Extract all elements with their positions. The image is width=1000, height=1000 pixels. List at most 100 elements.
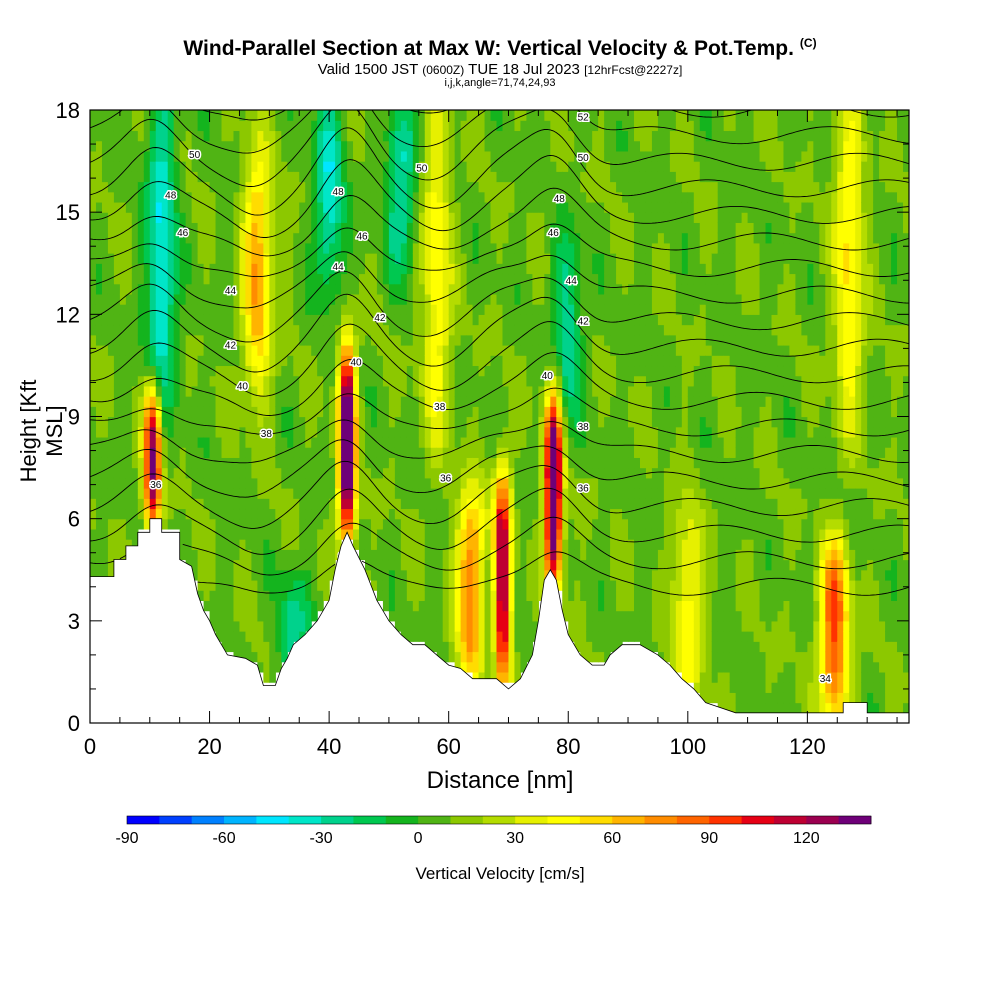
w-cell xyxy=(197,232,205,244)
w-cell xyxy=(484,212,492,223)
w-cell xyxy=(472,212,480,223)
w-cell xyxy=(556,477,563,489)
w-cell xyxy=(442,600,450,612)
w-cell xyxy=(275,426,282,438)
w-cell xyxy=(657,600,665,612)
w-cell xyxy=(532,416,539,428)
w-cell xyxy=(669,191,677,203)
w-cell xyxy=(323,161,330,172)
w-cell xyxy=(628,498,635,510)
w-cell xyxy=(305,579,312,591)
w-cell xyxy=(436,539,444,550)
w-cell xyxy=(508,365,516,377)
w-cell xyxy=(532,181,539,193)
w-cell xyxy=(239,201,247,213)
w-cell xyxy=(281,273,288,285)
w-cell xyxy=(353,355,360,367)
w-cell xyxy=(484,631,492,642)
w-cell xyxy=(526,273,533,285)
w-cell xyxy=(305,375,312,387)
w-cell xyxy=(233,130,241,142)
w-cell xyxy=(317,416,324,428)
w-cell xyxy=(454,406,462,418)
w-cell xyxy=(460,222,468,234)
w-cell xyxy=(293,406,300,418)
w-cell xyxy=(544,201,551,213)
w-cell xyxy=(574,304,581,315)
w-cell xyxy=(341,253,348,264)
w-cell xyxy=(544,518,551,530)
w-cell xyxy=(185,385,193,397)
w-cell xyxy=(233,406,241,418)
w-cell xyxy=(472,477,480,489)
w-cell xyxy=(496,375,504,387)
w-cell xyxy=(370,457,378,469)
w-cell xyxy=(424,263,432,275)
w-cell xyxy=(556,406,563,418)
w-cell xyxy=(364,498,372,510)
w-cell xyxy=(538,140,545,152)
w-cell xyxy=(669,549,677,561)
w-cell xyxy=(209,365,217,377)
w-cell xyxy=(239,579,247,591)
w-cell xyxy=(173,385,181,397)
w-cell xyxy=(167,283,175,295)
w-cell xyxy=(137,181,145,193)
w-cell xyxy=(329,283,336,295)
w-cell xyxy=(496,549,504,561)
w-cell xyxy=(143,436,151,448)
w-cell xyxy=(275,498,282,510)
w-cell xyxy=(424,396,432,407)
w-cell xyxy=(550,253,557,264)
w-cell xyxy=(466,569,474,581)
w-cell xyxy=(239,273,247,285)
w-cell xyxy=(263,171,270,183)
w-cell xyxy=(233,161,241,172)
w-cell xyxy=(544,436,551,448)
w-cell xyxy=(544,559,551,571)
w-cell xyxy=(257,406,264,418)
w-cell xyxy=(490,590,498,601)
w-cell xyxy=(263,600,270,612)
w-cell xyxy=(107,406,115,418)
w-cell xyxy=(239,110,247,121)
w-cell xyxy=(275,232,282,244)
w-cell xyxy=(299,130,306,142)
w-cell xyxy=(347,263,354,275)
w-cell xyxy=(424,273,432,285)
w-cell xyxy=(275,344,282,356)
w-cell xyxy=(257,314,264,326)
w-cell xyxy=(562,375,569,387)
w-cell xyxy=(634,610,641,622)
w-cell xyxy=(502,518,510,530)
w-cell xyxy=(281,344,288,356)
w-cell xyxy=(645,293,653,305)
w-cell xyxy=(359,201,366,213)
w-cell xyxy=(323,293,330,305)
w-cell xyxy=(622,528,629,540)
w-cell xyxy=(251,396,258,407)
w-cell xyxy=(191,467,199,479)
w-cell xyxy=(663,508,671,520)
w-cell xyxy=(634,130,641,142)
w-cell xyxy=(155,375,163,387)
w-cell xyxy=(221,232,229,244)
w-cell xyxy=(544,140,551,152)
w-cell xyxy=(382,518,390,530)
w-cell xyxy=(639,539,647,550)
w-cell xyxy=(466,201,474,213)
w-cell xyxy=(424,293,432,305)
w-cell xyxy=(454,365,462,377)
w-cell xyxy=(562,201,569,213)
w-cell xyxy=(179,477,187,489)
w-cell xyxy=(616,130,623,142)
w-cell xyxy=(562,120,569,132)
w-cell xyxy=(562,549,569,561)
w-cell xyxy=(233,171,241,183)
w-cell xyxy=(370,212,378,223)
w-cell xyxy=(101,181,109,193)
w-cell xyxy=(634,150,641,162)
w-cell xyxy=(161,365,169,377)
w-cell xyxy=(628,293,635,305)
w-cell xyxy=(203,110,211,121)
